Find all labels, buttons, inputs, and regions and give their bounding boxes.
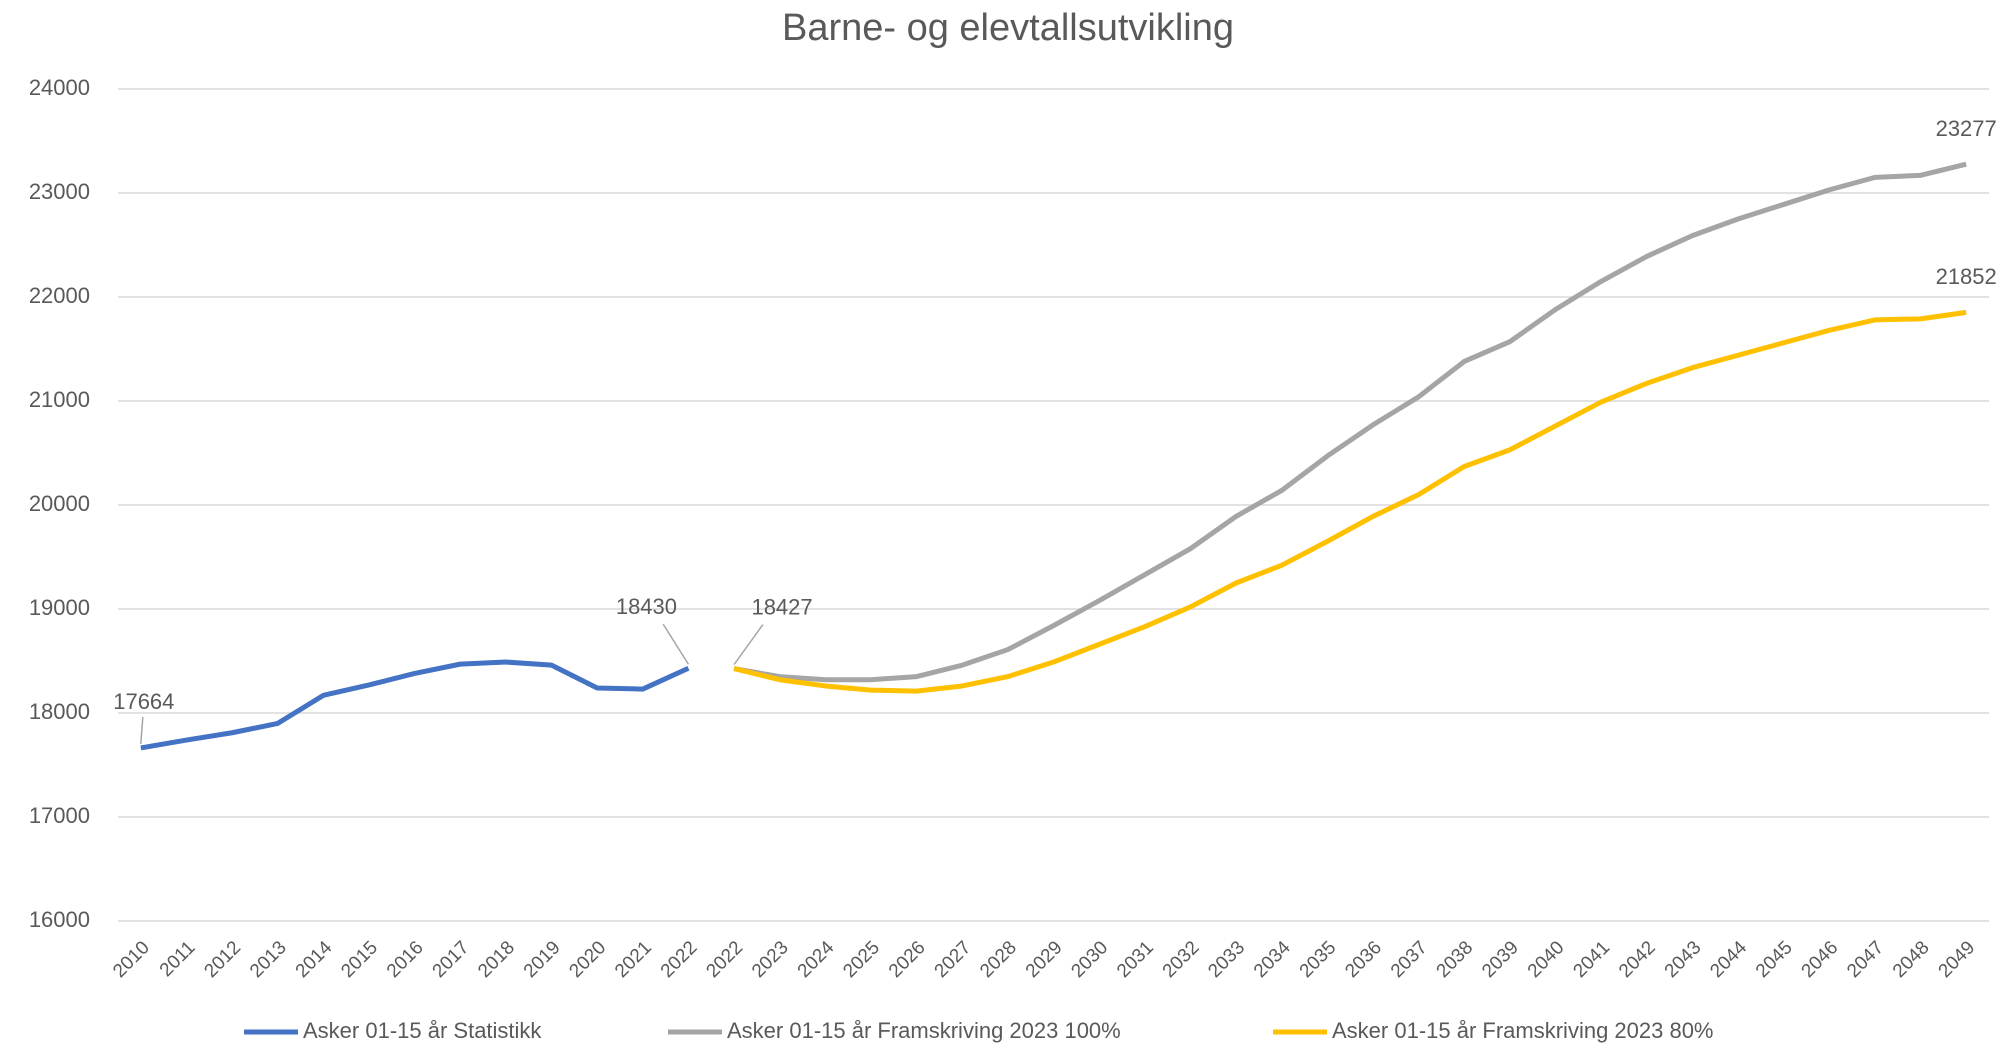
y-tick-label: 22000 [29, 283, 90, 308]
legend-label: Asker 01-15 år Framskriving 2023 80% [1332, 1018, 1714, 1043]
y-tick-label: 20000 [29, 491, 90, 516]
label-leader [140, 716, 144, 744]
y-tick-label: 24000 [29, 75, 90, 100]
x-tick-label: 2027 [931, 937, 976, 982]
data-label: 18430 [616, 594, 677, 619]
x-tick-label: 2019 [520, 937, 565, 982]
x-tick-label: 2049 [1935, 937, 1980, 982]
y-tick-label: 23000 [29, 179, 90, 204]
label-leader [733, 624, 764, 666]
x-tick-label: 2043 [1661, 937, 1706, 982]
label-leader [662, 623, 690, 665]
x-tick-label: 2020 [565, 937, 610, 982]
x-tick-label: 2017 [429, 937, 474, 982]
x-tick-label: 2022 [702, 937, 747, 982]
data-label: 18427 [751, 594, 812, 619]
x-tick-label: 2030 [1067, 937, 1112, 982]
x-tick-label: 2012 [200, 937, 245, 982]
y-tick-label: 18000 [29, 699, 90, 724]
legend-label: Asker 01-15 år Statistikk [303, 1018, 542, 1043]
x-tick-label: 2032 [1159, 937, 1204, 982]
x-tick-label: 2014 [292, 937, 337, 982]
x-tick-label: 2023 [748, 937, 793, 982]
y-tick-label: 19000 [29, 595, 90, 620]
x-tick-label: 2013 [246, 937, 291, 982]
x-tick-label: 2024 [794, 937, 839, 982]
x-tick-label: 2018 [474, 937, 519, 982]
data-label: 21852 [1936, 264, 1997, 289]
x-tick-label: 2015 [337, 937, 382, 982]
x-tick-label: 2040 [1524, 937, 1569, 982]
chart-title: Barne- og elevtallsutvikling [782, 7, 1234, 49]
x-tick-label: 2045 [1752, 937, 1797, 982]
x-tick-label: 2034 [1250, 937, 1295, 982]
x-tick-label: 2016 [383, 937, 428, 982]
x-tick-label: 2022 [657, 937, 702, 982]
x-tick-label: 2028 [976, 937, 1021, 982]
x-tick-label: 2046 [1798, 937, 1843, 982]
x-tick-label: 2039 [1478, 937, 1523, 982]
x-tick-label: 2011 [156, 937, 200, 981]
x-tick-label: 2029 [1022, 937, 1067, 982]
data-label: 23277 [1936, 116, 1997, 141]
series-line [140, 659, 690, 751]
x-tick-label: 2010 [109, 937, 154, 982]
x-tick-label: 2047 [1843, 937, 1888, 982]
x-tick-label: 2042 [1615, 937, 1660, 982]
x-tick-label: 2044 [1706, 937, 1751, 982]
x-tick-label: 2033 [1204, 937, 1249, 982]
x-tick-label: 2048 [1889, 937, 1934, 982]
y-tick-label: 17000 [29, 803, 90, 828]
series-line [733, 309, 1967, 694]
y-tick-label: 16000 [29, 907, 90, 932]
x-tick-label: 2031 [1113, 937, 1158, 982]
x-tick-label: 2026 [885, 937, 930, 982]
x-tick-label: 2035 [1296, 937, 1341, 982]
y-tick-label: 21000 [29, 387, 90, 412]
legend-label: Asker 01-15 år Framskriving 2023 100% [727, 1018, 1121, 1043]
x-tick-label: 2036 [1341, 937, 1386, 982]
series-line [733, 161, 1967, 683]
x-tick-label: 2041 [1569, 937, 1614, 982]
x-tick-label: 2025 [839, 937, 884, 982]
data-label: 17664 [113, 689, 174, 714]
x-tick-label: 2038 [1433, 937, 1478, 982]
x-tick-label: 2037 [1387, 937, 1432, 982]
x-tick-label: 2021 [611, 937, 656, 982]
